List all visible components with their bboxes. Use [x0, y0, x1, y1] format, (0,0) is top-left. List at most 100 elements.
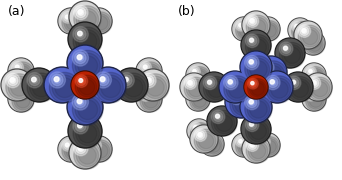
Circle shape: [30, 76, 53, 99]
Circle shape: [263, 140, 266, 143]
Circle shape: [142, 73, 156, 88]
Circle shape: [90, 140, 102, 151]
Circle shape: [245, 34, 259, 48]
Circle shape: [140, 62, 162, 84]
Circle shape: [260, 20, 270, 31]
Circle shape: [62, 12, 74, 23]
Circle shape: [90, 12, 112, 34]
Circle shape: [194, 126, 207, 139]
Circle shape: [263, 23, 267, 28]
Circle shape: [188, 81, 192, 84]
Circle shape: [186, 87, 210, 111]
Circle shape: [206, 79, 227, 100]
Circle shape: [228, 80, 234, 85]
Circle shape: [79, 11, 96, 28]
Circle shape: [93, 143, 97, 147]
Circle shape: [215, 114, 220, 118]
Circle shape: [308, 38, 321, 51]
Circle shape: [207, 138, 211, 143]
Circle shape: [76, 122, 100, 145]
Circle shape: [76, 8, 86, 18]
Circle shape: [69, 23, 101, 55]
Circle shape: [187, 64, 209, 86]
Circle shape: [140, 89, 152, 101]
Circle shape: [92, 142, 110, 160]
Circle shape: [211, 110, 225, 123]
Circle shape: [45, 68, 79, 102]
Circle shape: [246, 15, 259, 27]
Circle shape: [307, 92, 324, 109]
Circle shape: [302, 29, 318, 45]
Circle shape: [193, 69, 196, 73]
Circle shape: [256, 17, 280, 41]
Circle shape: [76, 30, 100, 53]
Circle shape: [305, 90, 316, 101]
Circle shape: [95, 72, 111, 88]
Circle shape: [279, 42, 293, 56]
Circle shape: [233, 18, 255, 40]
Circle shape: [14, 64, 32, 82]
Circle shape: [122, 76, 145, 99]
Circle shape: [237, 138, 254, 155]
Circle shape: [69, 1, 101, 33]
Circle shape: [190, 122, 201, 133]
Circle shape: [52, 75, 77, 100]
Circle shape: [309, 69, 313, 74]
Circle shape: [208, 107, 236, 135]
Circle shape: [9, 87, 33, 111]
Circle shape: [249, 100, 253, 104]
Circle shape: [14, 92, 32, 110]
Circle shape: [261, 71, 293, 103]
Circle shape: [295, 22, 321, 48]
Circle shape: [86, 136, 112, 162]
Circle shape: [304, 73, 332, 101]
Circle shape: [220, 72, 250, 102]
Circle shape: [91, 68, 124, 102]
Circle shape: [207, 139, 220, 152]
Text: (b): (b): [178, 5, 196, 18]
Circle shape: [77, 55, 83, 61]
Circle shape: [295, 24, 298, 28]
Circle shape: [95, 72, 126, 103]
Circle shape: [248, 37, 269, 58]
Circle shape: [289, 78, 299, 87]
Circle shape: [264, 65, 270, 70]
Circle shape: [207, 106, 237, 136]
Circle shape: [78, 10, 84, 15]
Circle shape: [142, 74, 169, 101]
Circle shape: [73, 27, 102, 56]
Circle shape: [79, 147, 96, 164]
Circle shape: [142, 92, 160, 110]
Circle shape: [78, 56, 97, 76]
Circle shape: [100, 77, 105, 82]
Circle shape: [248, 141, 268, 161]
Circle shape: [73, 119, 102, 148]
Circle shape: [86, 8, 112, 34]
Circle shape: [65, 143, 70, 148]
Circle shape: [241, 114, 271, 144]
Circle shape: [248, 78, 258, 89]
Circle shape: [203, 76, 217, 89]
Circle shape: [230, 91, 257, 118]
Circle shape: [237, 22, 245, 29]
Circle shape: [266, 75, 280, 90]
Circle shape: [291, 80, 295, 84]
Circle shape: [235, 96, 252, 113]
Circle shape: [225, 86, 257, 118]
Circle shape: [250, 19, 254, 22]
Circle shape: [250, 123, 266, 140]
Circle shape: [250, 143, 254, 146]
Circle shape: [199, 72, 229, 102]
Circle shape: [250, 19, 266, 35]
Circle shape: [74, 141, 88, 156]
Circle shape: [243, 136, 269, 162]
Circle shape: [16, 66, 30, 80]
Circle shape: [62, 140, 84, 162]
Circle shape: [247, 120, 257, 130]
Circle shape: [309, 93, 313, 98]
Circle shape: [307, 68, 315, 75]
Circle shape: [308, 38, 311, 41]
Circle shape: [309, 69, 312, 73]
Circle shape: [31, 77, 38, 83]
Circle shape: [54, 77, 59, 82]
